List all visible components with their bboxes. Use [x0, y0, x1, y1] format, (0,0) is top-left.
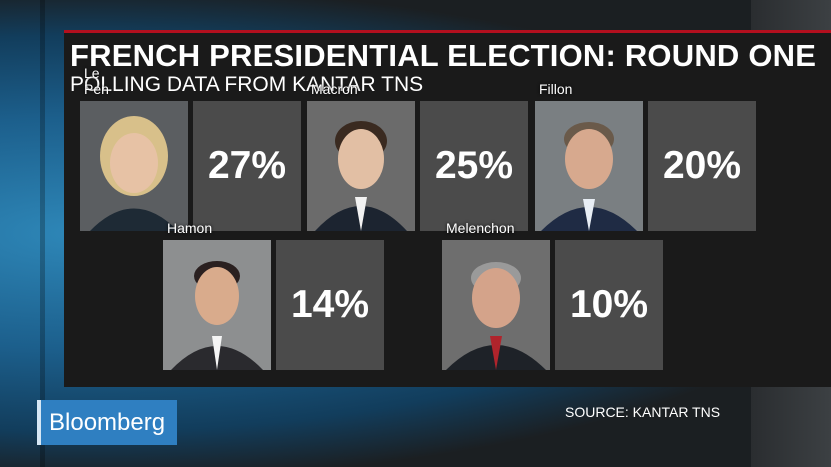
- candidate-percent: 27%: [207, 144, 287, 187]
- candidate-name: Le Pen: [84, 65, 109, 97]
- page-title: FRENCH PRESIDENTIAL ELECTION: ROUND ONE: [70, 38, 817, 73]
- percent-panel: 25%: [420, 101, 528, 231]
- portrait-icon: [535, 101, 643, 231]
- portrait-icon: [80, 101, 188, 231]
- candidate-percent: 10%: [569, 283, 649, 326]
- candidate-percent: 14%: [290, 283, 370, 326]
- percent-panel: 27%: [193, 101, 301, 231]
- percent-panel: 20%: [648, 101, 756, 231]
- candidate-name: Melenchon: [446, 220, 515, 236]
- candidate-name: Macron: [311, 81, 358, 97]
- source-note: SOURCE: KANTAR TNS: [565, 404, 721, 420]
- candidate-name: Fillon: [539, 81, 573, 97]
- page-subtitle: POLLING DATA FROM KANTAR TNS: [70, 73, 424, 96]
- candidate-photo: [535, 101, 643, 231]
- percent-panel: 10%: [555, 240, 663, 370]
- bloomberg-logo: Bloomberg: [37, 400, 177, 445]
- portrait-icon: [442, 240, 550, 370]
- candidate-photo: [307, 101, 415, 231]
- percent-panel: 14%: [276, 240, 384, 370]
- candidate-percent: 25%: [434, 144, 514, 187]
- candidate-photo: [80, 101, 188, 231]
- candidate-photo: [163, 240, 271, 370]
- portrait-icon: [163, 240, 271, 370]
- candidate-name: Hamon: [167, 220, 213, 236]
- candidate-photo: [442, 240, 550, 370]
- candidate-percent: 20%: [662, 144, 742, 187]
- portrait-icon: [307, 101, 415, 231]
